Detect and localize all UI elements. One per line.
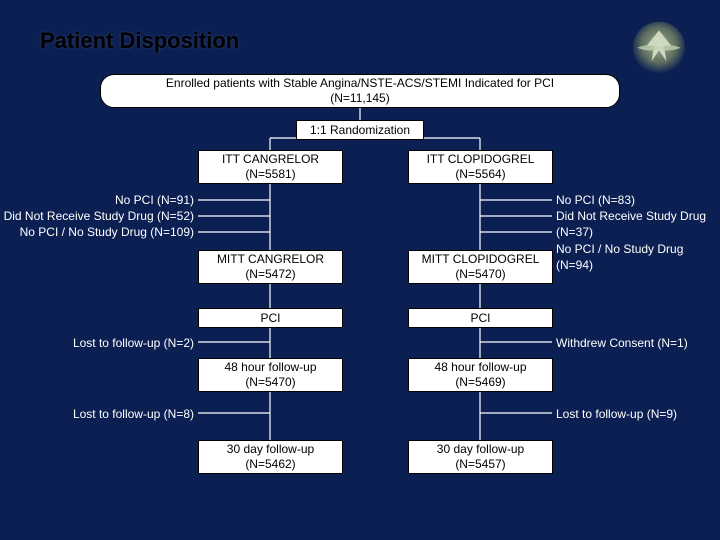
box-itt-cangrelor: ITT CANGRELOR (N=5581) — [198, 150, 343, 184]
text: (N=5462) — [245, 457, 295, 472]
box-enroll: Enrolled patients with Stable Angina/NST… — [100, 74, 620, 108]
text: (N=5470) — [455, 267, 505, 282]
text: (N=5469) — [455, 375, 505, 390]
text: 48 hour follow-up — [224, 360, 316, 375]
box-randomization: 1:1 Randomization — [296, 120, 424, 140]
text: (N=5581) — [245, 167, 295, 182]
text: 48 hour follow-up — [434, 360, 526, 375]
exclusions-left: No PCI (N=91) Did Not Receive Study Drug… — [0, 192, 194, 241]
text: Did Not Receive Study Drug (N=52) — [0, 208, 194, 224]
text: No PCI (N=91) — [0, 192, 194, 208]
h48-lost-right: Lost to follow-up (N=9) — [556, 406, 716, 422]
text: Enrolled patients with Stable Angina/NST… — [166, 76, 554, 91]
pci-lost-left: Lost to follow-up (N=2) — [0, 335, 194, 351]
text: 30 day follow-up — [227, 442, 314, 457]
h48-lost-left: Lost to follow-up (N=8) — [0, 406, 194, 422]
box-mitt-cangrelor: MITT CANGRELOR (N=5472) — [198, 250, 343, 284]
box-48h-right: 48 hour follow-up (N=5469) — [408, 358, 553, 392]
text: PCI — [470, 311, 490, 326]
box-mitt-clopidogrel: MITT CLOPIDOGREL (N=5470) — [408, 250, 553, 284]
box-pci-right: PCI — [408, 308, 553, 328]
box-48h-left: 48 hour follow-up (N=5470) — [198, 358, 343, 392]
box-30d-left: 30 day follow-up (N=5462) — [198, 440, 343, 474]
text: No PCI / No Study Drug (N=94) — [556, 241, 716, 273]
text: ITT CLOPIDOGREL — [427, 152, 535, 167]
text: (N=5472) — [245, 267, 295, 282]
text: Did Not Receive Study Drug (N=37) — [556, 208, 716, 240]
text: MITT CANGRELOR — [217, 252, 324, 267]
eagle-crest-icon — [628, 18, 690, 80]
text: (N=5564) — [455, 167, 505, 182]
text: No PCI (N=83) — [556, 192, 716, 208]
box-itt-clopidogrel: ITT CLOPIDOGREL (N=5564) — [408, 150, 553, 184]
box-pci-left: PCI — [198, 308, 343, 328]
text: No PCI / No Study Drug (N=109) — [0, 224, 194, 240]
text: (N=5470) — [245, 375, 295, 390]
pci-withdrew-right: Withdrew Consent (N=1) — [556, 335, 716, 351]
text: (N=5457) — [455, 457, 505, 472]
text: (N=11,145) — [330, 91, 389, 106]
text: 30 day follow-up — [437, 442, 524, 457]
text: PCI — [260, 311, 280, 326]
text: MITT CLOPIDOGREL — [422, 252, 540, 267]
page-title: Patient Disposition — [40, 28, 239, 54]
box-30d-right: 30 day follow-up (N=5457) — [408, 440, 553, 474]
text: 1:1 Randomization — [310, 123, 410, 138]
text: ITT CANGRELOR — [222, 152, 319, 167]
exclusions-right: No PCI (N=83) Did Not Receive Study Drug… — [556, 192, 716, 273]
